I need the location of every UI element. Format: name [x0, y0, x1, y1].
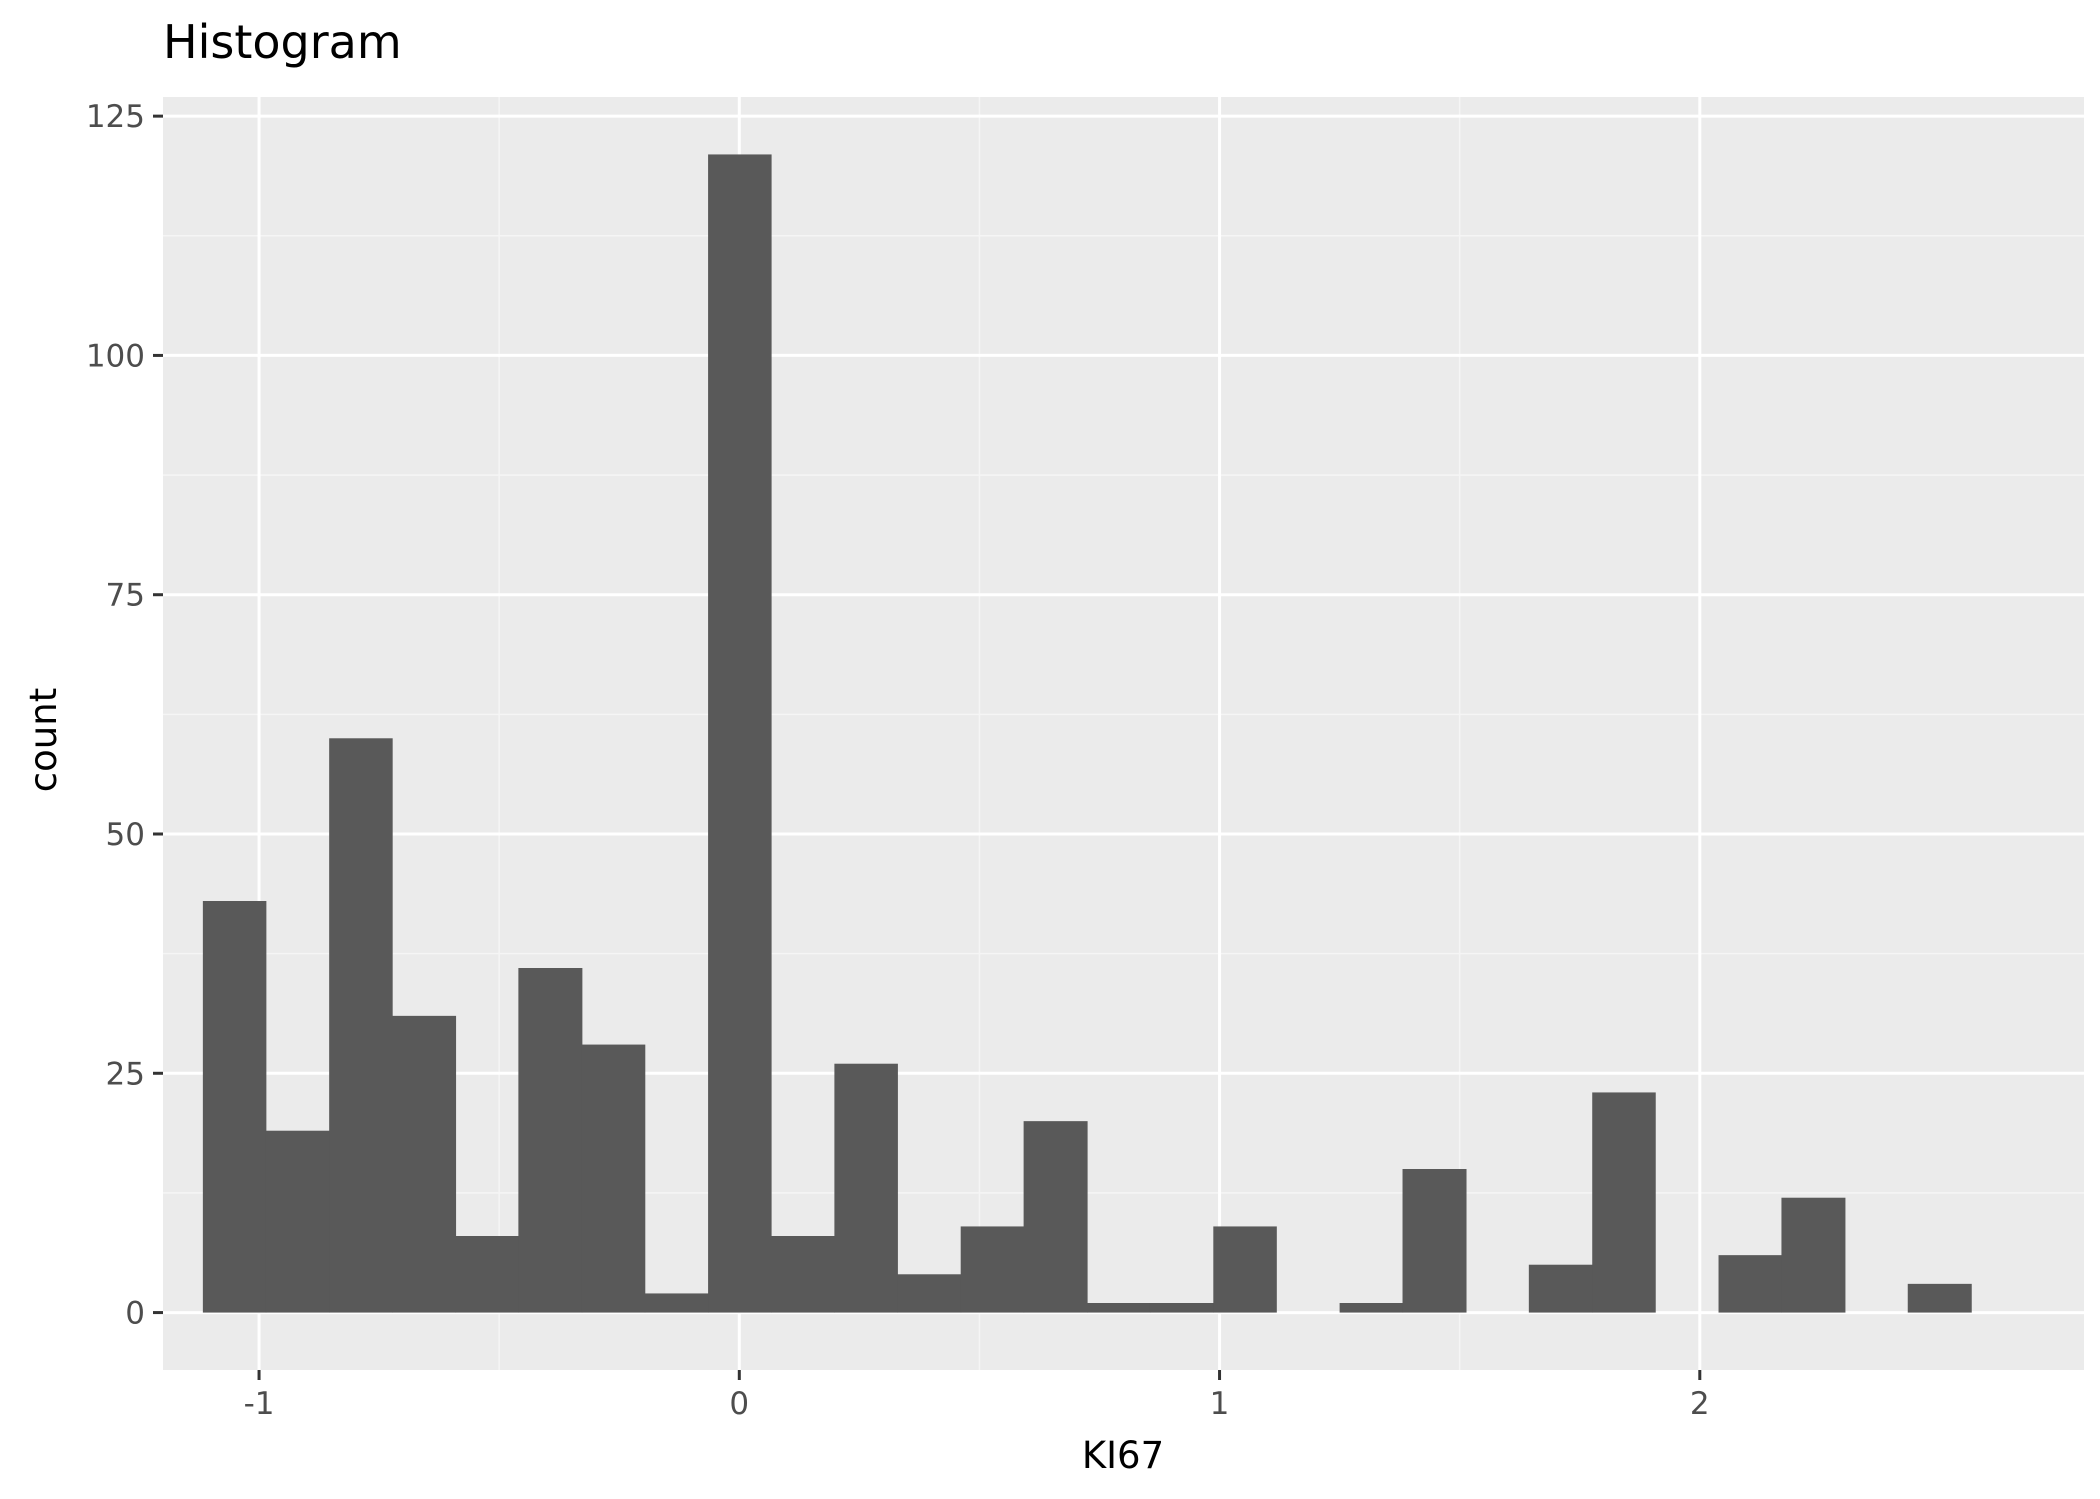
histogram-bar-6: [581, 1044, 646, 1313]
chart-title: Histogram: [163, 15, 402, 69]
y-tick-label: 0: [125, 1296, 145, 1332]
x-tick-label: 2: [1690, 1386, 1710, 1422]
histogram-bar-2: [329, 738, 393, 1313]
histogram-bars: [202, 154, 1972, 1313]
histogram-bar-14: [1087, 1303, 1151, 1313]
y-tick-label: 125: [86, 99, 145, 135]
histogram-bar-0: [202, 901, 267, 1313]
y-tick-label: 100: [86, 338, 145, 374]
histogram-bar-9: [770, 1236, 835, 1313]
histogram-bar-16: [1213, 1226, 1277, 1313]
y-tick-label: 50: [106, 817, 145, 853]
histogram-bar-1: [265, 1130, 330, 1313]
plot-panel: [163, 97, 2084, 1370]
y-axis-title: count: [22, 688, 65, 792]
x-axis: -1 0 1 2: [244, 1370, 1710, 1422]
histogram-bar-25: [1781, 1197, 1846, 1313]
histogram-bar-15: [1149, 1303, 1214, 1313]
histogram-bar-13: [1023, 1121, 1088, 1313]
histogram-bar-18: [1339, 1303, 1404, 1313]
histogram-bar-27: [1907, 1283, 1972, 1313]
histogram-bar-7: [644, 1293, 709, 1313]
y-axis: 0 25 50 75 100 125: [86, 99, 163, 1332]
y-tick-label: 75: [106, 578, 145, 614]
x-axis-title: KI67: [1082, 1434, 1164, 1477]
histogram-bar-22: [1592, 1092, 1656, 1313]
histogram-bar-10: [834, 1063, 898, 1313]
histogram-bar-19: [1402, 1169, 1467, 1313]
y-tick-label: 25: [106, 1056, 145, 1092]
histogram-bar-3: [392, 1015, 457, 1313]
histogram-bar-5: [518, 968, 583, 1313]
histogram-bar-12: [960, 1226, 1025, 1313]
x-tick-label: 1: [1210, 1386, 1230, 1422]
histogram-bar-21: [1528, 1264, 1593, 1313]
histogram-bar-11: [897, 1274, 962, 1313]
x-tick-label: 0: [729, 1386, 749, 1422]
x-tick-label: -1: [244, 1386, 275, 1422]
histogram-bar-4: [455, 1236, 519, 1313]
histogram-bar-24: [1718, 1255, 1783, 1313]
histogram-bar-8: [708, 154, 772, 1313]
